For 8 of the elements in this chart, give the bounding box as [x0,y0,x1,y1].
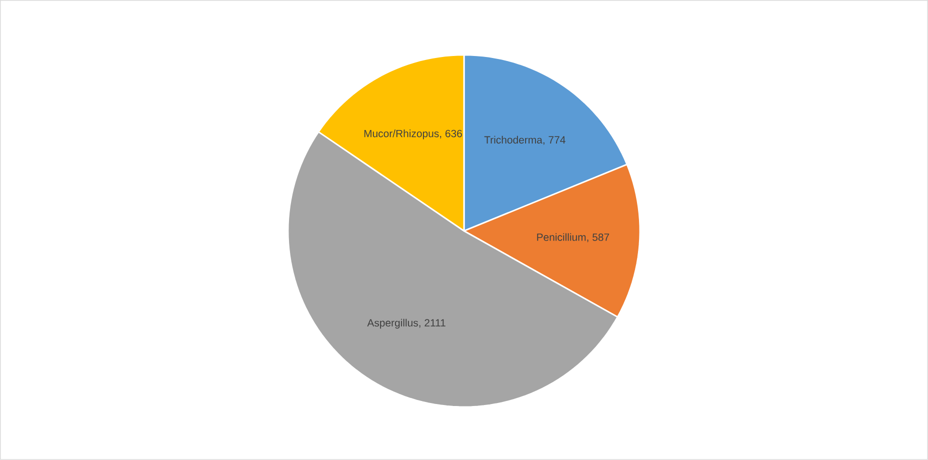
data-label: , 636 [440,130,462,139]
data-label: , 774 [543,136,566,145]
slice-label: Penicillium [537,233,586,241]
slice-label: Mucor/Rhizopus [364,130,439,140]
slice-label: Aspergillus [367,318,418,329]
data-label: , 2111 [419,319,446,328]
data-label: , 587 [587,234,610,242]
slice-label: Trichoderma [484,136,542,144]
